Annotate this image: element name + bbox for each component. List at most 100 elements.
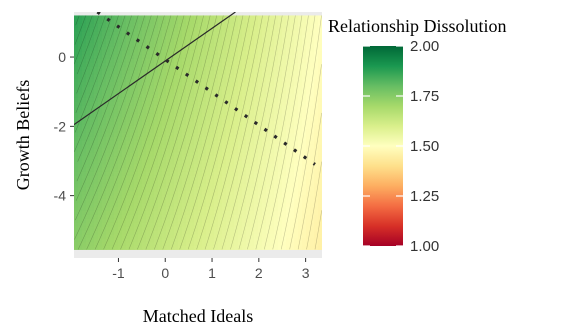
- heatmap-cell: [238, 89, 243, 95]
- heatmap-cell: [106, 109, 111, 114]
- heatmap-cell: [198, 31, 203, 36]
- heatmap-cell: [254, 198, 259, 204]
- heatmap-cell: [118, 237, 123, 243]
- contour-line: [75, 15, 152, 221]
- heatmap-cell: [198, 120, 203, 126]
- heatmap-cell: [162, 120, 167, 126]
- heatmap-cell: [94, 229, 99, 235]
- heatmap-cell: [78, 194, 83, 200]
- heatmap-cell: [150, 194, 155, 200]
- heatmap-cell: [218, 128, 223, 133]
- heatmap-cell: [254, 194, 259, 200]
- heatmap-cell: [242, 140, 247, 145]
- heatmap-cell: [250, 27, 255, 32]
- heatmap-cell: [78, 175, 83, 180]
- heatmap-cell: [242, 194, 247, 200]
- heatmap-cell: [266, 58, 271, 63]
- heatmap-cell: [314, 105, 319, 110]
- heatmap-cell: [102, 34, 107, 40]
- heatmap-cell: [246, 233, 251, 239]
- heatmap-cell: [262, 70, 267, 75]
- heatmap-cell: [222, 77, 227, 83]
- heatmap-cell: [230, 229, 235, 235]
- heatmap-cell: [126, 112, 131, 118]
- heatmap-cell: [214, 34, 219, 40]
- heatmap-cell: [158, 147, 163, 153]
- heatmap-cell: [154, 206, 159, 211]
- heatmap-cell: [310, 245, 315, 250]
- heatmap-cell: [146, 50, 151, 56]
- heatmap-cell: [230, 77, 235, 83]
- heatmap-cell: [146, 159, 151, 165]
- heatmap-cell: [170, 179, 175, 184]
- heatmap-cell: [234, 210, 239, 215]
- heatmap-cell: [74, 198, 79, 204]
- heatmap-cell: [286, 155, 291, 161]
- heatmap-cell: [130, 27, 135, 32]
- heatmap-cell: [238, 70, 243, 75]
- heatmap-cell: [74, 179, 79, 184]
- heatmap-cell: [190, 225, 195, 231]
- heatmap-cell: [142, 159, 147, 165]
- heatmap-cell: [118, 167, 123, 172]
- heatmap-cell: [282, 237, 287, 243]
- heatmap-cell: [218, 23, 223, 28]
- heatmap-cell: [138, 147, 143, 153]
- heatmap-cell: [86, 147, 91, 153]
- heatmap-cell: [106, 140, 111, 145]
- heatmap-cell: [186, 46, 191, 52]
- heatmap-cell: [90, 171, 95, 176]
- heatmap-cell: [106, 163, 111, 169]
- heatmap-cell: [194, 190, 199, 196]
- heatmap-cell: [250, 151, 255, 157]
- heatmap-cell: [186, 50, 191, 56]
- heatmap-cell: [78, 89, 83, 95]
- heatmap-cell: [158, 112, 163, 118]
- heatmap-cell: [126, 124, 131, 130]
- heatmap-cell: [282, 167, 287, 172]
- heatmap-cell: [170, 116, 175, 122]
- heatmap-cell: [166, 128, 171, 133]
- heatmap-cell: [126, 202, 131, 208]
- heatmap-cell: [210, 179, 215, 184]
- heatmap-cell: [146, 97, 151, 102]
- heatmap-cell: [94, 183, 99, 188]
- heatmap-cell: [286, 70, 291, 75]
- heatmap-cell: [226, 175, 231, 180]
- heatmap-cell: [306, 105, 311, 110]
- heatmap-cell: [142, 54, 147, 59]
- heatmap-cell: [106, 155, 111, 161]
- heatmap-cell: [138, 151, 143, 157]
- heatmap-cell: [234, 54, 239, 59]
- y-axis-label: Growth Beliefs: [13, 80, 33, 190]
- heatmap-cell: [150, 186, 155, 192]
- heatmap-cell: [266, 73, 271, 79]
- heatmap-cell: [314, 167, 319, 172]
- heatmap-cell: [126, 85, 131, 91]
- heatmap-cell: [102, 23, 107, 28]
- heatmap-cell: [266, 93, 271, 98]
- heatmap-cell: [186, 190, 191, 196]
- heatmap-cell: [134, 194, 139, 200]
- heatmap-cell: [86, 245, 91, 250]
- heatmap-cell: [250, 222, 255, 227]
- heatmap-cell: [310, 151, 315, 157]
- heatmap-cell: [158, 144, 163, 149]
- heatmap-cell: [78, 54, 83, 59]
- heatmap-cell: [306, 206, 311, 211]
- contour-line: [76, 15, 139, 182]
- heatmap-cell: [314, 27, 319, 32]
- heatmap-cell: [238, 225, 243, 231]
- heatmap-cell: [266, 109, 271, 114]
- heatmap-cell: [202, 124, 207, 130]
- heatmap-cell: [170, 46, 175, 52]
- heatmap-cell: [162, 237, 167, 243]
- heatmap-cell: [134, 225, 139, 231]
- heatmap-cell: [278, 105, 283, 110]
- heatmap-cell: [154, 31, 159, 36]
- heatmap-cell: [270, 179, 275, 184]
- heatmap-cell: [206, 77, 211, 83]
- heatmap-cell: [222, 194, 227, 200]
- heatmap-cell: [130, 233, 135, 239]
- heatmap-cell: [130, 132, 135, 137]
